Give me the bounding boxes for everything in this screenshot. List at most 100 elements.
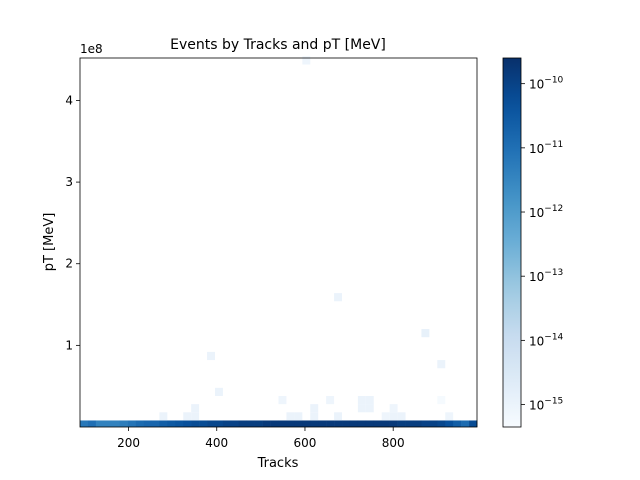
colorbar-tick-label: 10−13: [529, 268, 563, 284]
heatmap-cell: [389, 420, 398, 427]
heatmap-cell: [389, 412, 398, 421]
heatmap-cell: [310, 412, 319, 421]
y-tick-label: 3: [65, 175, 73, 189]
heatmap-cell: [199, 420, 208, 427]
x-tick-label: 600: [294, 436, 317, 450]
x-axis: 200 400 600 800: [117, 427, 405, 450]
x-tick-label: 400: [205, 436, 228, 450]
heatmap-cell: [421, 420, 430, 427]
heatmap-cell: [365, 404, 374, 413]
heatmap-cell: [397, 420, 406, 427]
colorbar-tick-label: 10−15: [529, 397, 563, 413]
heatmap-cell: [175, 420, 184, 427]
heatmap-cell: [183, 420, 192, 427]
heatmap-cell: [191, 404, 200, 413]
heatmap-cell: [214, 387, 223, 396]
heatmap-cell: [207, 420, 216, 427]
heatmap-cell: [413, 420, 422, 427]
heatmap-cell: [183, 412, 192, 421]
colorbar-tick-label: 10−10: [529, 76, 564, 92]
heatmap-cell: [381, 420, 390, 427]
plot-background: [80, 58, 477, 427]
heatmap-cells: [80, 56, 478, 427]
colorbar-tick-label: 10−14: [529, 332, 564, 348]
heatmap-cell: [437, 360, 446, 369]
heatmap-cell: [127, 420, 136, 427]
heatmap-cell: [357, 420, 367, 427]
heatmap-cell: [461, 420, 470, 427]
y-axis: 1 2 3 4: [65, 93, 80, 352]
heatmap-cell: [286, 420, 295, 427]
heatmap-cell: [302, 420, 311, 427]
heatmap-cell: [119, 420, 128, 427]
colorbar: [502, 57, 522, 428]
heatmap-cell: [365, 420, 375, 427]
heatmap-cell: [222, 420, 232, 427]
heatmap-cell: [254, 420, 263, 427]
heatmap-cell: [207, 351, 215, 361]
heatmap-cell: [278, 420, 287, 427]
heatmap-cell: [246, 420, 255, 427]
x-tick-label: 200: [117, 436, 140, 450]
heatmap-cell: [397, 412, 406, 421]
heatmap-cell: [294, 420, 303, 427]
heatmap-cell: [238, 420, 248, 427]
heatmap-cell: [151, 420, 160, 427]
heatmap-cell: [159, 412, 168, 421]
heatmap-cell: [334, 412, 343, 421]
heatmap-cell: [262, 420, 271, 427]
heatmap-cell: [445, 412, 454, 421]
plot-frame: [79, 57, 478, 428]
heatmap-cell: [230, 420, 240, 427]
heatmap-cell: [429, 420, 438, 427]
chart-title: Events by Tracks and pT [MeV]: [170, 37, 386, 53]
y-tick-label: 4: [65, 93, 73, 107]
heatmap-cell: [191, 412, 200, 421]
heatmap-cell: [381, 412, 390, 421]
heatmap-cell: [437, 395, 446, 405]
heatmap-cell: [278, 395, 287, 405]
heatmap-cell: [453, 420, 462, 427]
heatmap-cell: [310, 404, 319, 413]
heatmap-cell: [373, 420, 383, 427]
x-tick-label: 800: [382, 436, 405, 450]
heatmap-cell: [214, 420, 224, 427]
heatmap-cell: [310, 420, 319, 427]
heatmap-cell: [334, 293, 343, 302]
heatmap-cell: [143, 420, 152, 427]
heatmap-cell: [318, 420, 327, 427]
heatmap-cell: [191, 420, 200, 427]
colorbar-axis: 10−15 10−14 10−13 10−12 10−11 10−10: [521, 76, 564, 413]
heatmap-cell: [421, 329, 430, 338]
heatmap-cell: [334, 420, 343, 427]
heatmap-cell: [349, 420, 359, 427]
colorbar-tick-label: 10−12: [529, 204, 563, 220]
heatmap-cell: [357, 395, 366, 405]
heatmap-cell: [469, 420, 478, 427]
heatmap-cell: [135, 420, 144, 427]
heatmap-cell: [445, 420, 454, 427]
heatmap-cell: [80, 420, 89, 427]
heatmap-cell: [357, 404, 366, 413]
heatmap-cell: [302, 56, 311, 65]
heatmap-cell: [365, 395, 374, 405]
heatmap-cell: [167, 420, 176, 427]
heatmap-cell: [437, 420, 446, 427]
heatmap-cell: [342, 420, 351, 427]
heatmap-cell: [389, 404, 398, 413]
x-axis-label: Tracks: [257, 456, 299, 471]
heatmap-cell: [286, 412, 295, 421]
heatmap-cell: [326, 395, 335, 405]
heatmap-cell: [95, 420, 105, 427]
y-axis-label: pT [MeV]: [42, 213, 57, 272]
heatmap-cell: [326, 420, 335, 427]
heatmap-cell: [294, 412, 303, 421]
heatmap-cell: [87, 420, 97, 427]
heatmap-cell: [103, 420, 113, 427]
heatmap-cell: [111, 420, 120, 427]
heatmap-cell: [405, 420, 414, 427]
y-offset-label: 1e8: [80, 42, 103, 56]
heatmap-cell: [159, 420, 168, 427]
y-tick-label: 2: [65, 257, 73, 271]
